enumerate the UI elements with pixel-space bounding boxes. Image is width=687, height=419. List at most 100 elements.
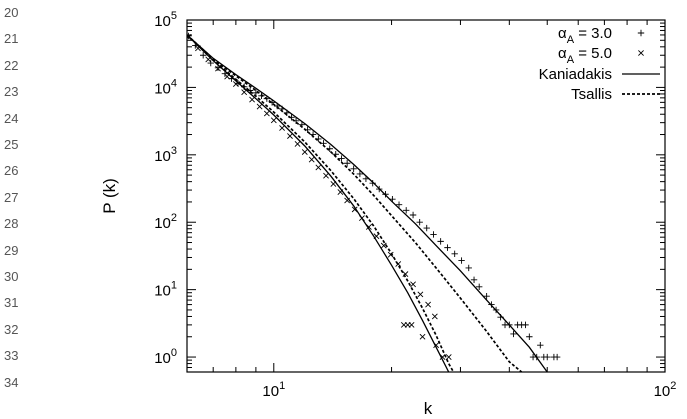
data-point-alpha-5: [195, 45, 201, 52]
data-point-alpha-5: [205, 56, 212, 63]
data-point-alpha-3: [430, 231, 437, 238]
data-point-alpha-3: [214, 64, 222, 72]
data-point-alpha-5: [215, 65, 221, 72]
data-point-alpha-3: [475, 283, 483, 291]
data-point-alpha-5: [287, 133, 293, 139]
data-point-alpha-5: [439, 354, 446, 360]
data-point-alpha-5: [365, 224, 372, 230]
data-point-alpha-5: [270, 117, 277, 124]
data-point-alpha-3: [402, 207, 410, 214]
curves-layer: [187, 34, 548, 372]
data-point-alpha-3: [258, 92, 265, 100]
data-point-alpha-5: [323, 172, 329, 179]
plot-frame: [186, 19, 666, 373]
data-point-alpha-5: [373, 233, 380, 240]
y-tick-label: 105: [154, 10, 177, 30]
data-point-alpha-3: [458, 257, 465, 264]
data-point-alpha-3: [416, 219, 423, 226]
data-point-alpha-5: [263, 110, 270, 117]
x-tick-label: 102: [654, 380, 677, 400]
line-number: 30: [4, 269, 19, 284]
data-point-alpha-3: [376, 185, 383, 193]
data-point-alpha-3: [497, 314, 504, 321]
data-point-alpha-5: [402, 271, 409, 278]
data-point-alpha-3: [437, 238, 444, 245]
data-point-alpha-3: [382, 191, 389, 198]
data-point-alpha-3: [553, 353, 561, 361]
data-point-alpha-5: [410, 281, 416, 288]
data-point-alpha-3: [492, 306, 500, 314]
data-point-alpha-3: [537, 341, 544, 349]
data-point-alpha-3: [332, 151, 339, 158]
data-point-alpha-5: [330, 181, 337, 187]
data-point-alpha-5: [351, 206, 358, 213]
data-point-alpha-5: [249, 96, 255, 103]
tsallis-curve: [187, 34, 455, 372]
y-tick-label: 102: [154, 212, 177, 232]
data-point-alpha-3: [326, 145, 333, 152]
data-point-alpha-3: [356, 170, 364, 178]
data-point-alpha-3: [187, 32, 192, 40]
data-point-alpha-3: [451, 250, 458, 258]
line-number: 23: [4, 84, 19, 100]
data-point-alpha-3: [199, 52, 207, 59]
data-point-alpha-5: [241, 89, 248, 96]
data-point-alpha-3: [465, 264, 472, 272]
data-point-alpha-5: [232, 81, 239, 88]
data-point-alpha-5: [315, 164, 322, 171]
data-point-alpha-3: [389, 195, 396, 203]
data-point-alpha-3: [338, 155, 345, 162]
data-point-alpha-5: [380, 242, 387, 249]
data-point-alpha-3: [278, 105, 286, 113]
data-point-alpha-3: [510, 330, 517, 338]
line-number: 20: [4, 5, 19, 20]
data-point-alpha-3: [315, 135, 322, 143]
data-point-alpha-5: [301, 149, 308, 155]
data-point-alpha-5: [387, 251, 394, 258]
ticks-layer: 100 101 102 103 104 105 101 102: [154, 10, 676, 400]
data-point-alpha-3: [292, 117, 300, 124]
legend-label: Kaniadakis: [539, 66, 612, 83]
data-point-alpha-3: [483, 292, 490, 300]
data-point-alpha-3: [246, 87, 254, 94]
data-point-alpha-3: [192, 42, 199, 49]
data-point-alpha-3: [350, 165, 357, 173]
data-point-alpha-5: [224, 73, 231, 80]
data-point-alpha-5: [425, 301, 432, 308]
data-point-alpha-3: [234, 80, 242, 87]
data-point-alpha-3: [409, 211, 417, 219]
markers-layer: [187, 32, 561, 361]
data-point-alpha-5: [308, 156, 315, 163]
kaniadakis-curve: [187, 34, 450, 372]
y-tick-label: 103: [154, 145, 177, 165]
line-number: 27: [4, 189, 19, 205]
data-point-alpha-5: [433, 342, 440, 349]
data-point-alpha-5: [431, 313, 438, 320]
data-point-alpha-5: [344, 197, 351, 204]
line-number: 26: [4, 163, 19, 179]
data-point-alpha-3: [369, 179, 376, 187]
line-number: 32: [4, 321, 19, 337]
tsallis-curve: [187, 34, 523, 372]
data-point-alpha-3: [444, 244, 451, 251]
legend-label: αA = 3.0: [558, 25, 612, 46]
data-point-alpha-3: [423, 224, 430, 232]
data-point-alpha-5: [256, 103, 263, 110]
data-point-alpha-3: [533, 353, 540, 361]
data-point-alpha-3: [240, 83, 248, 91]
data-point-alpha-3: [395, 201, 403, 208]
data-point-alpha-5: [445, 354, 452, 360]
y-tick-label: 104: [154, 77, 177, 97]
data-point-alpha-5: [359, 215, 365, 222]
legend-marker: [638, 50, 644, 56]
line-number: 25: [4, 137, 19, 152]
line-number: 24: [4, 110, 19, 126]
line-number: 33: [4, 348, 19, 364]
data-point-alpha-3: [298, 121, 306, 128]
data-point-alpha-3: [320, 140, 327, 147]
data-point-alpha-5: [395, 261, 402, 267]
data-point-alpha-3: [207, 59, 214, 67]
x-tick-label: 101: [262, 380, 285, 400]
